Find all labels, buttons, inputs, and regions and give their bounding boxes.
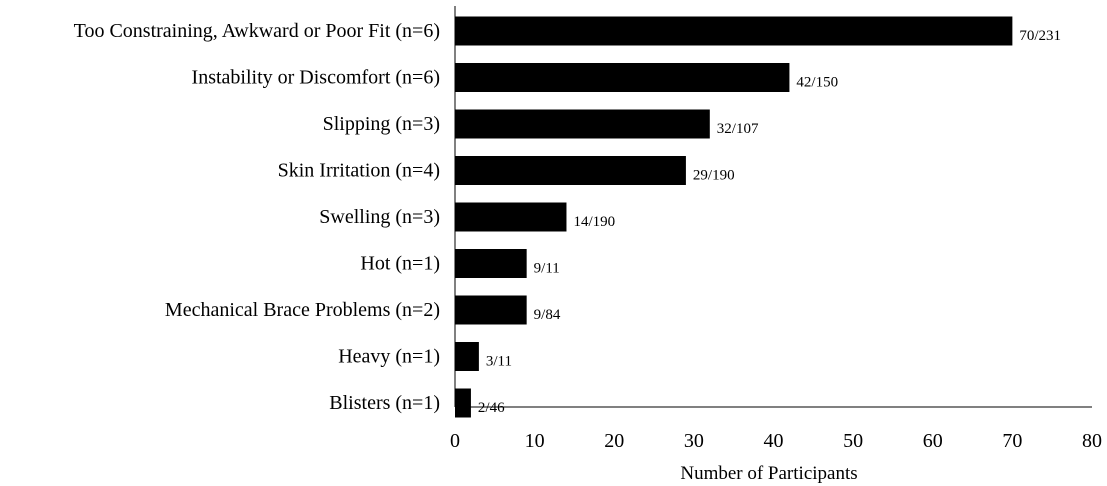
data-label: 14/190 <box>573 214 615 230</box>
data-label: 9/84 <box>534 307 561 323</box>
data-label: 70/231 <box>1019 28 1061 44</box>
bars-layer <box>455 16 1013 418</box>
category-labels: Too Constraining, Awkward or Poor Fit (n… <box>74 20 440 414</box>
bar <box>455 16 1013 46</box>
bar <box>455 109 710 139</box>
category-label: Heavy (n=1) <box>338 346 440 368</box>
data-label: 42/150 <box>796 75 838 91</box>
x-tick-label: 0 <box>450 430 460 452</box>
bar <box>455 63 790 92</box>
category-label: Instability or Discomfort (n=6) <box>192 67 440 89</box>
data-label: 3/11 <box>486 354 512 370</box>
data-label: 9/11 <box>534 261 560 277</box>
x-tick-label: 10 <box>525 430 545 452</box>
bar <box>455 295 527 325</box>
category-label: Mechanical Brace Problems (n=2) <box>165 299 440 321</box>
x-tick-label: 30 <box>684 430 704 452</box>
x-tick-label: 70 <box>1002 430 1022 452</box>
x-tick-label: 40 <box>764 430 784 452</box>
category-label: Skin Irritation (n=4) <box>278 160 440 182</box>
category-label: Slipping (n=3) <box>323 113 440 135</box>
bar <box>455 249 527 278</box>
category-label: Hot (n=1) <box>360 253 440 275</box>
category-label: Swelling (n=3) <box>319 206 440 228</box>
x-tick-label: 60 <box>923 430 943 452</box>
x-tick-label: 20 <box>604 430 624 452</box>
data-label: 32/107 <box>717 121 759 137</box>
value-labels: 70/231 42/150 32/107 29/190 14/190 9/11 9/84 3/… <box>478 28 1061 416</box>
category-label: Blisters (n=1) <box>329 392 440 414</box>
bar <box>455 156 686 185</box>
x-axis-title: Number of Participants <box>680 463 857 484</box>
category-label: Too Constraining, Awkward or Poor Fit (n… <box>74 20 440 42</box>
x-tick-label: 50 <box>843 430 863 452</box>
bar <box>455 202 567 232</box>
bar <box>455 342 479 371</box>
x-tick-label: 80 <box>1082 430 1102 452</box>
data-label: 2/46 <box>478 400 505 416</box>
x-tick-labels: 0 10 20 30 40 50 60 70 80 <box>450 430 1102 452</box>
bar <box>455 388 471 418</box>
data-label: 29/190 <box>693 168 735 184</box>
